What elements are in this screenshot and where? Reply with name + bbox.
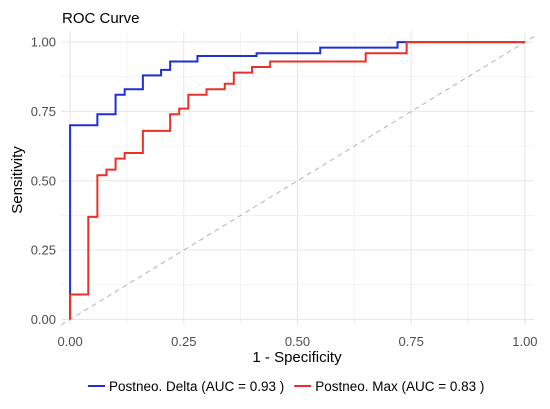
reference-diagonal-line	[60, 36, 535, 326]
x-tick-label: 0.50	[285, 334, 310, 349]
y-axis-label: Sensitivity	[9, 146, 26, 214]
x-tick-labels: 0.00 0.25 0.50 0.75 1.00	[57, 334, 537, 349]
y-tick-label: 0.00	[31, 312, 56, 327]
x-tick-label: 0.75	[399, 334, 424, 349]
y-tick-label: 0.50	[31, 173, 56, 188]
x-tick-label: 0.00	[57, 334, 82, 349]
y-tick-label: 1.00	[31, 35, 56, 50]
grid	[61, 31, 534, 325]
series-lines	[69, 41, 525, 320]
legend-label-2: Postneo. Max (AUC = 0.83 )	[315, 379, 484, 394]
x-axis-label: 1 - Specificity	[252, 349, 342, 366]
chart-title: ROC Curve	[62, 10, 140, 27]
y-tick-labels: 0.00 0.25 0.50 0.75 1.00	[31, 35, 56, 327]
y-tick-label: 0.75	[31, 104, 56, 119]
x-tick-label: 0.25	[171, 334, 196, 349]
y-tick-label: 0.25	[31, 243, 56, 258]
series-line-2	[69, 41, 525, 320]
legend-label-1: Postneo. Delta (AUC = 0.93 )	[109, 379, 284, 394]
series-line-1	[69, 41, 525, 320]
x-tick-label: 1.00	[512, 334, 537, 349]
legend: Postneo. Delta (AUC = 0.93 ) Postneo. Max…	[88, 379, 484, 394]
